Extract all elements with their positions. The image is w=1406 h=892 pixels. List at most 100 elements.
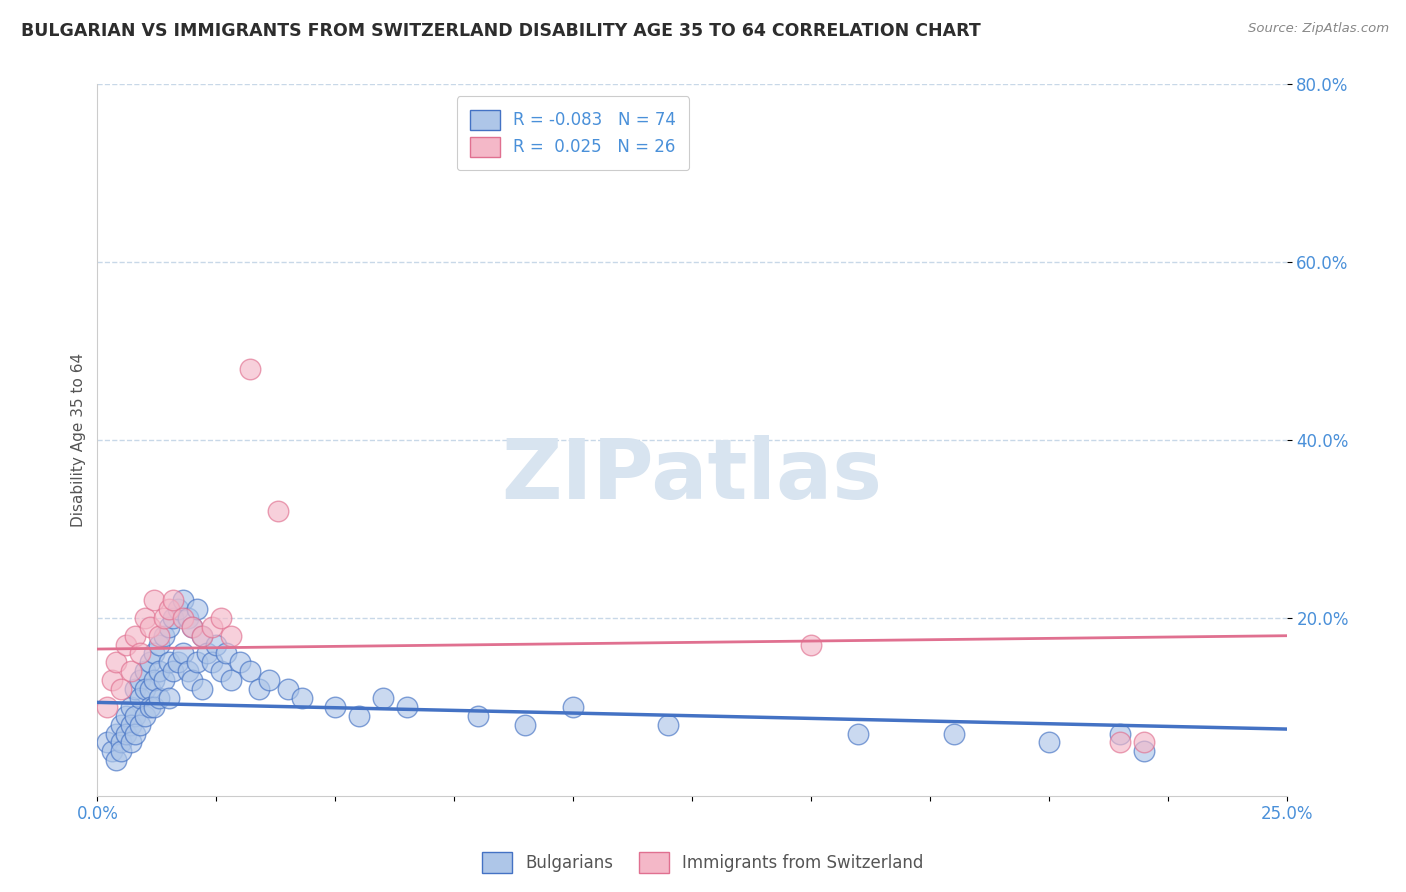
Point [200,656,222,670]
Text: Source: ZipAtlas.com: Source: ZipAtlas.com [1249,22,1389,36]
Text: ZIPatlas: ZIPatlas [502,435,883,516]
Point [162,611,184,625]
Point [1109,735,1132,749]
Point [229,656,252,670]
Point [562,699,585,714]
Point [239,362,262,376]
Point [467,708,489,723]
Point [177,611,200,625]
Point [347,708,370,723]
Point [134,681,156,696]
Point [120,717,142,731]
Point [143,647,166,661]
Point [1133,744,1156,758]
Point [100,744,122,758]
Point [143,699,166,714]
Point [110,717,132,731]
Point [191,629,214,643]
Point [110,681,132,696]
Point [219,673,242,688]
Point [371,690,394,705]
Point [215,647,238,661]
Point [205,638,228,652]
Point [134,665,156,679]
Point [105,726,128,740]
Point [110,735,132,749]
Point [96,735,118,749]
Point [515,717,537,731]
Point [167,602,190,616]
Point [209,665,232,679]
Point [129,717,152,731]
Point [138,620,160,634]
Point [148,629,170,643]
Point [138,681,160,696]
Point [191,629,214,643]
Point [200,620,222,634]
Y-axis label: Disability Age 35 to 64: Disability Age 35 to 64 [72,353,86,527]
Point [323,699,346,714]
Point [172,647,194,661]
Point [129,647,152,661]
Point [177,665,200,679]
Point [134,611,156,625]
Point [186,602,208,616]
Point [153,673,176,688]
Point [115,708,138,723]
Point [277,681,299,696]
Point [209,611,232,625]
Point [120,699,142,714]
Point [124,629,146,643]
Point [219,629,242,643]
Point [157,656,180,670]
Point [186,656,208,670]
Point [134,708,156,723]
Text: BULGARIAN VS IMMIGRANTS FROM SWITZERLAND DISABILITY AGE 35 TO 64 CORRELATION CHA: BULGARIAN VS IMMIGRANTS FROM SWITZERLAND… [21,22,981,40]
Point [181,673,204,688]
Point [138,699,160,714]
Point [395,699,418,714]
Point [100,673,122,688]
Point [124,708,146,723]
Point [129,690,152,705]
Legend: R = -0.083   N = 74, R =  0.025   N = 26: R = -0.083 N = 74, R = 0.025 N = 26 [457,96,689,170]
Point [120,735,142,749]
Point [942,726,965,740]
Point [105,656,128,670]
Point [115,726,138,740]
Point [148,638,170,652]
Point [247,681,270,696]
Point [191,681,214,696]
Point [157,620,180,634]
Point [115,638,138,652]
Point [1038,735,1060,749]
Point [291,690,314,705]
Point [120,665,142,679]
Point [257,673,280,688]
Point [195,647,218,661]
Point [162,593,184,607]
Point [267,504,290,518]
Point [162,665,184,679]
Point [848,726,870,740]
Point [800,638,823,652]
Point [124,726,146,740]
Point [138,656,160,670]
Point [172,593,194,607]
Point [657,717,679,731]
Point [143,673,166,688]
Point [157,690,180,705]
Point [181,620,204,634]
Point [129,673,152,688]
Point [172,611,194,625]
Point [239,665,262,679]
Point [1109,726,1132,740]
Point [148,665,170,679]
Point [153,629,176,643]
Point [143,593,166,607]
Point [153,611,176,625]
Point [110,744,132,758]
Point [96,699,118,714]
Point [157,602,180,616]
Point [124,681,146,696]
